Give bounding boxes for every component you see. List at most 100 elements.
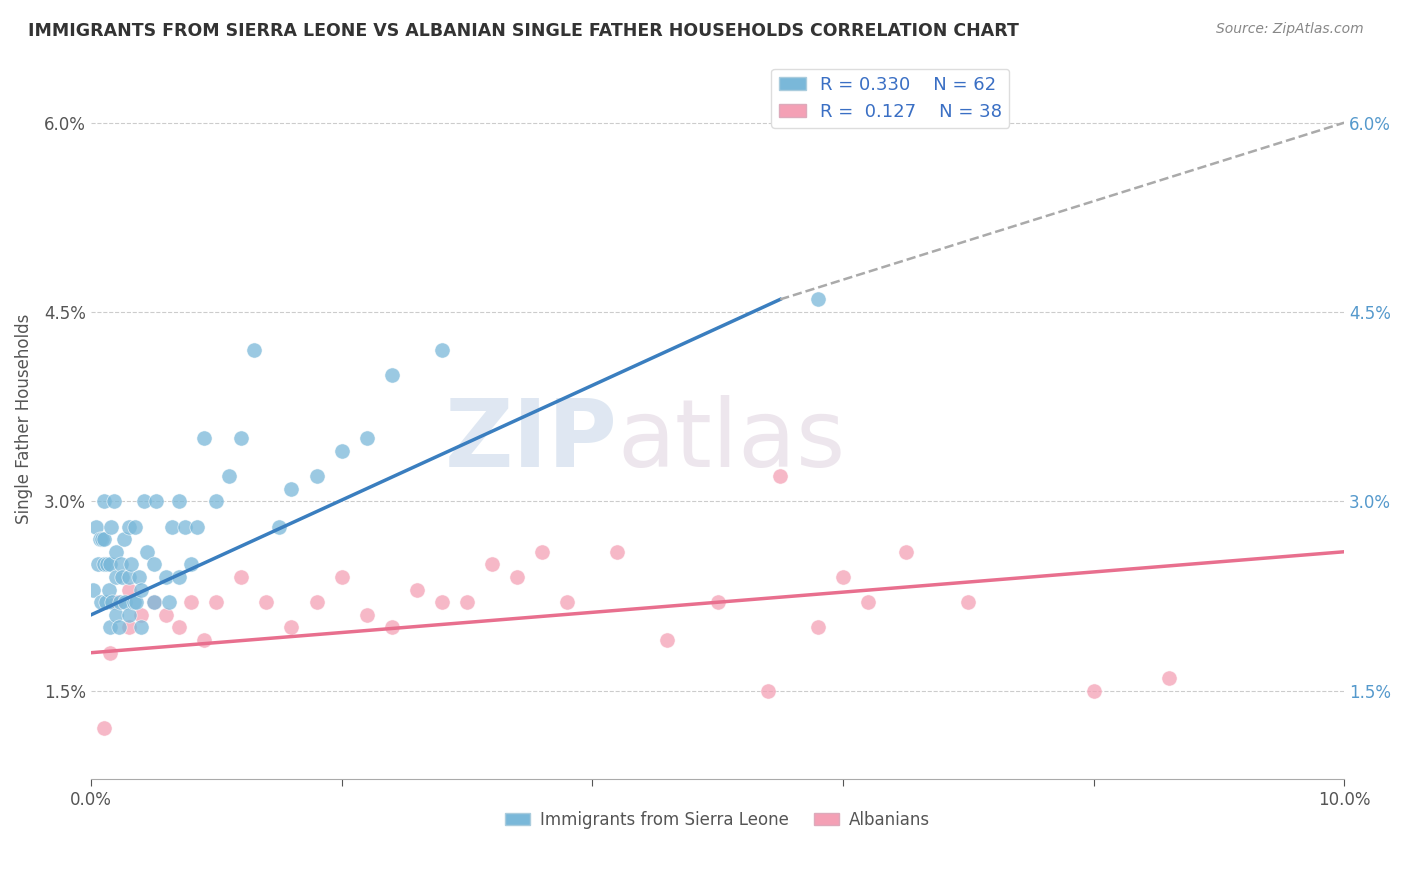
Point (142, 595, 165, 609)
Point (167, 620, 190, 634)
Point (330, 443, 353, 458)
Point (93, 722, 115, 736)
Point (132, 494, 155, 508)
Point (122, 595, 145, 609)
Point (98, 646, 121, 660)
Point (330, 570, 353, 584)
Point (87, 558, 110, 572)
Point (180, 558, 202, 572)
Point (93, 532, 115, 546)
Point (117, 607, 139, 622)
Point (280, 620, 302, 634)
Point (105, 570, 128, 584)
Point (254, 595, 277, 609)
Point (180, 595, 202, 609)
Point (531, 545, 554, 559)
Point (356, 431, 378, 445)
Point (267, 519, 290, 533)
Point (155, 570, 177, 584)
Point (162, 519, 184, 533)
Point (129, 582, 152, 597)
Point (107, 620, 129, 634)
Point (110, 558, 132, 572)
Point (94, 595, 117, 609)
Point (205, 595, 228, 609)
Point (305, 595, 328, 609)
Point (101, 595, 124, 609)
Point (105, 545, 128, 559)
Point (280, 482, 302, 496)
Point (117, 582, 139, 597)
Point (142, 558, 165, 572)
Point (111, 570, 134, 584)
Point (129, 607, 152, 622)
Y-axis label: Single Father Households: Single Father Households (15, 314, 32, 524)
Point (155, 607, 177, 622)
Point (957, 595, 980, 609)
Point (108, 595, 131, 609)
Point (105, 595, 128, 609)
Point (167, 570, 190, 584)
Point (84, 519, 107, 533)
Point (430, 343, 453, 357)
Point (606, 545, 628, 559)
Point (129, 620, 152, 634)
Point (93, 494, 115, 508)
Point (218, 469, 240, 483)
Point (381, 620, 404, 634)
Point (807, 620, 830, 634)
Point (856, 595, 879, 609)
Text: Source: ZipAtlas.com: Source: ZipAtlas.com (1216, 22, 1364, 37)
Point (405, 582, 427, 597)
Legend: Immigrants from Sierra Leone, Albanians: Immigrants from Sierra Leone, Albanians (498, 804, 936, 835)
Point (124, 519, 146, 533)
Point (657, 633, 679, 648)
Point (205, 494, 228, 508)
Point (89, 532, 111, 546)
Point (125, 595, 148, 609)
Point (456, 595, 478, 609)
Point (117, 519, 139, 533)
Point (100, 519, 122, 533)
Point (706, 595, 728, 609)
Point (103, 494, 125, 508)
Point (145, 494, 167, 508)
Point (174, 519, 197, 533)
Point (430, 595, 453, 609)
Point (98, 558, 121, 572)
Point (555, 595, 578, 609)
Point (231, 431, 253, 445)
Text: IMMIGRANTS FROM SIERRA LEONE VS ALBANIAN SINGLE FATHER HOUSEHOLDS CORRELATION CH: IMMIGRANTS FROM SIERRA LEONE VS ALBANIAN… (28, 22, 1019, 40)
Point (381, 368, 404, 383)
Point (193, 633, 215, 648)
Point (186, 519, 208, 533)
Point (756, 683, 779, 698)
Point (506, 570, 529, 584)
Point (90, 595, 112, 609)
Point (82, 582, 104, 597)
Point (91, 532, 114, 546)
Point (117, 620, 139, 634)
Point (114, 595, 136, 609)
Point (96, 558, 118, 572)
Point (1157, 671, 1180, 685)
Point (157, 595, 180, 609)
Text: ZIP: ZIP (444, 395, 617, 487)
Point (105, 607, 128, 622)
Point (136, 545, 159, 559)
Text: atlas: atlas (617, 395, 845, 487)
Point (98, 620, 121, 634)
Point (231, 570, 253, 584)
Point (1083, 683, 1105, 698)
Point (894, 545, 917, 559)
Point (481, 558, 503, 572)
Point (142, 595, 165, 609)
Point (243, 343, 266, 357)
Point (117, 570, 139, 584)
Point (356, 607, 378, 622)
Point (305, 469, 328, 483)
Point (93, 558, 115, 572)
Point (167, 494, 190, 508)
Point (831, 570, 853, 584)
Point (112, 532, 135, 546)
